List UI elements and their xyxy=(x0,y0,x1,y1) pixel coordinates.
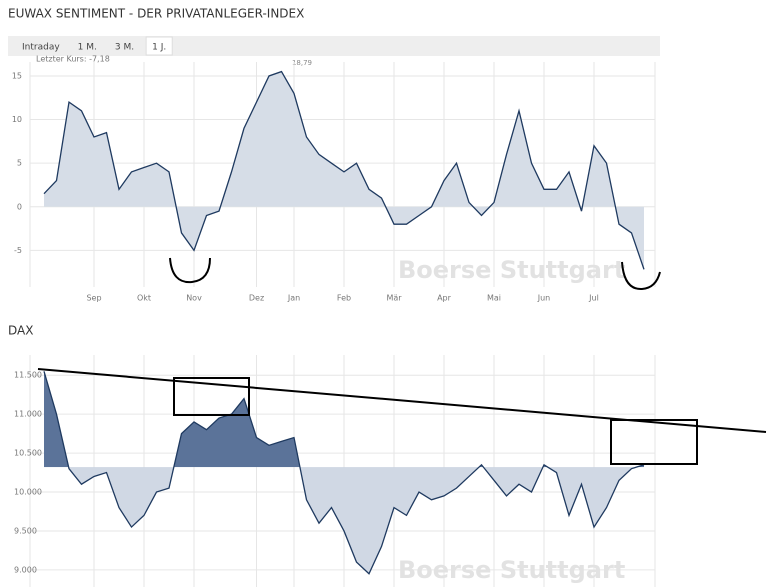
y-tick-label: 15 xyxy=(12,71,22,80)
sentiment-chart: -5 0 5 10 15 Sep Okt Nov Dez Jan Feb Mär Apr Mai Jun Ju… xyxy=(12,62,656,303)
line xyxy=(43,371,645,575)
hand-drawn-marks xyxy=(37,257,767,465)
x-tick-label: Jan xyxy=(287,294,300,303)
y-tick-label: 10.500 xyxy=(14,449,42,458)
x-tick-label: Mär xyxy=(386,294,402,303)
range-button-label[interactable]: Intraday xyxy=(22,43,60,53)
range-button-label[interactable]: 1 J. xyxy=(152,43,166,53)
x-tick-label: Okt xyxy=(137,294,151,303)
x-tick-label: Sep xyxy=(86,294,101,303)
x-tick-label: Jun xyxy=(537,294,551,303)
dax-chart: 9.000 9.500 10.000 10.500 11.000 11.500 Boerse… xyxy=(14,355,656,587)
y-tick-label: -5 xyxy=(14,246,22,255)
y-tick-label: 10.000 xyxy=(14,488,42,497)
range-button-label[interactable]: 3 M. xyxy=(115,43,134,53)
area-below xyxy=(176,206,644,270)
highlight-box xyxy=(610,419,698,465)
area-above xyxy=(44,371,644,468)
range-button-active[interactable] xyxy=(145,36,173,56)
trend-line xyxy=(37,368,767,433)
x-tick-label: Nov xyxy=(186,294,202,303)
range-button-label[interactable]: 1 M. xyxy=(78,43,97,53)
chart-title: DAX xyxy=(8,324,33,338)
y-tick-label: 9.500 xyxy=(14,526,37,535)
range-bar xyxy=(8,36,660,56)
line xyxy=(43,70,645,270)
y-tick-label: 11.000 xyxy=(14,410,42,419)
peak-label: 18,79 xyxy=(292,59,312,67)
hand-arc xyxy=(169,257,211,284)
watermark: Boerse Stuttgart xyxy=(398,556,625,584)
x-tick-label: Feb xyxy=(337,294,351,303)
watermark: Boerse Stuttgart xyxy=(398,256,625,284)
y-tick-label: 11.500 xyxy=(14,371,42,380)
x-tick-label: Mai xyxy=(487,294,501,303)
x-tick-label: Dez xyxy=(249,294,264,303)
area-above xyxy=(44,71,644,207)
y-tick-label: 5 xyxy=(17,159,22,168)
x-tick-label: Jul xyxy=(588,294,599,303)
hand-arc xyxy=(621,261,661,291)
area-below xyxy=(68,467,637,574)
y-tick-label: 0 xyxy=(17,202,22,211)
range-buttons: Intraday 1 M. 3 M. 1 J. xyxy=(22,36,173,56)
chart-title: EUWAX SENTIMENT - DER PRIVATANLEGER-INDE… xyxy=(8,7,304,21)
last-price: Letzter Kurs: -7,18 xyxy=(36,55,110,64)
highlight-box xyxy=(173,377,250,416)
y-tick-label: 10 xyxy=(12,115,22,124)
x-tick-label: Apr xyxy=(437,294,452,303)
y-tick-label: 9.000 xyxy=(14,565,37,574)
